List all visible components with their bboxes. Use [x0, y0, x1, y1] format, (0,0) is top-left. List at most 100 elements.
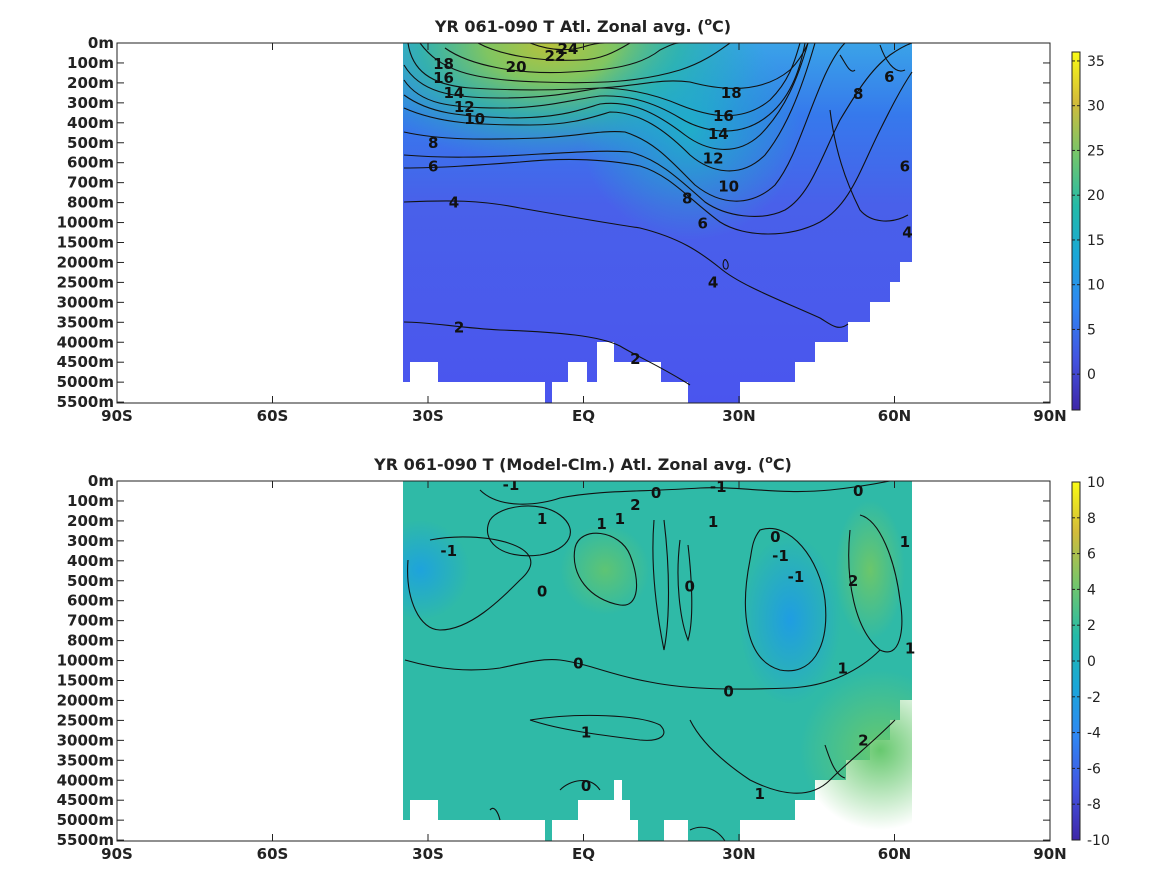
y-tick-label: 0m: [88, 472, 114, 490]
colorbar-tick-label: -2: [1087, 690, 1101, 706]
contour-label: 0: [853, 482, 863, 500]
colorbar-tick-label: 25: [1087, 143, 1105, 159]
colorbar-tick-label: 30: [1087, 99, 1105, 115]
contour-label: 22: [545, 47, 566, 65]
contour-label: 1: [615, 510, 625, 528]
x-tick-label: EQ: [572, 845, 595, 863]
x-tick-label: 90S: [101, 407, 133, 425]
colorbar-tick-label: 8: [1087, 511, 1096, 527]
colorbar-tick-label: 0: [1087, 367, 1096, 383]
contour-label: 0: [581, 777, 591, 795]
y-tick-label: 2500m: [57, 711, 114, 729]
colorbar-tick-label: 20: [1087, 188, 1105, 204]
x-tick-label: 90N: [1033, 845, 1066, 863]
contour-label: 18: [721, 84, 742, 102]
y-tick-label: 400m: [67, 114, 114, 132]
y-tick-label: 100m: [67, 492, 114, 510]
y-tick-label: 800m: [67, 194, 114, 212]
colorbar-tick-label: 2: [1087, 618, 1096, 634]
contour-label: 10: [718, 178, 739, 196]
colorbar: [1072, 52, 1080, 410]
contour-label: 6: [900, 158, 910, 176]
y-tick-label: 600m: [67, 154, 114, 172]
colorbar-tick-label: -8: [1087, 797, 1101, 813]
y-tick-label: 4000m: [57, 771, 114, 789]
contour-label: -1: [440, 542, 457, 560]
x-tick-label: 60S: [257, 407, 289, 425]
contour-label: -1: [772, 547, 789, 565]
y-tick-label: 1000m: [57, 214, 114, 232]
y-tick-label: 1000m: [57, 652, 114, 670]
contour-label: 1: [837, 660, 847, 678]
y-tick-label: 3500m: [57, 313, 114, 331]
y-tick-label: 100m: [67, 54, 114, 72]
contour-label: 1: [581, 723, 591, 741]
contour-label: 12: [454, 98, 475, 116]
y-tick-label: 3000m: [57, 731, 114, 749]
y-tick-label: 4500m: [57, 353, 114, 371]
y-tick-label: 800m: [67, 632, 114, 650]
contour-label: 0: [723, 682, 733, 700]
y-tick-label: 300m: [67, 532, 114, 550]
contour-label: 4: [708, 273, 718, 291]
y-tick-label: 200m: [67, 512, 114, 530]
contour-label: 2: [630, 496, 640, 514]
contour-label: 1: [537, 510, 547, 528]
colorbar-tick-label: -6: [1087, 761, 1101, 777]
y-tick-label: 700m: [67, 612, 114, 630]
y-tick-label: 700m: [67, 174, 114, 192]
colorbar-tick-label: 6: [1087, 547, 1096, 563]
contour-label: 10: [464, 110, 485, 128]
colorbar-tick-label: 4: [1087, 582, 1096, 598]
colorbar-tick-label: -4: [1087, 726, 1101, 742]
y-tick-label: 5000m: [57, 373, 114, 391]
y-tick-label: 2000m: [57, 253, 114, 271]
x-tick-label: 60S: [257, 845, 289, 863]
contour-label: 0: [651, 484, 661, 502]
colorbar-tick-label: 10: [1087, 278, 1105, 294]
contour-label: 24: [558, 40, 579, 58]
contour-label: 0: [770, 528, 780, 546]
contour-label: 6: [884, 68, 894, 86]
contour-label: 1: [755, 785, 765, 803]
colorbar-tick-label: -10: [1087, 833, 1110, 849]
colorbar-tick-label: 35: [1087, 54, 1105, 70]
contour-label: 14: [708, 125, 729, 143]
colorbar-tick-label: 0: [1087, 654, 1096, 670]
panel-title: YR 061-090 T (Model-Clm.) Atl. Zonal avg…: [373, 453, 792, 474]
colorbar: [1072, 482, 1080, 840]
x-tick-label: 60N: [878, 845, 911, 863]
y-tick-label: 3000m: [57, 293, 114, 311]
y-tick-label: 3500m: [57, 751, 114, 769]
x-tick-label: 30N: [722, 407, 755, 425]
y-tick-label: 5500m: [57, 393, 114, 411]
x-tick-label: 30S: [412, 845, 444, 863]
y-tick-label: 0m: [88, 34, 114, 52]
contour-label: 2: [848, 572, 858, 590]
y-tick-label: 1500m: [57, 672, 114, 690]
contour-label: 8: [428, 134, 438, 152]
y-tick-label: 2500m: [57, 273, 114, 291]
x-tick-label: 90S: [101, 845, 133, 863]
contour-label: 14: [443, 84, 464, 102]
contour-label: 8: [853, 85, 863, 103]
colorbar-tick-label: 10: [1087, 475, 1105, 491]
contour-label: 6: [697, 215, 707, 233]
contour-label: 4: [449, 194, 459, 212]
panel-temperature-bias: YR 061-090 T (Model-Clm.) Atl. Zonal avg…: [57, 453, 1110, 863]
contour-label: 18: [433, 55, 454, 73]
x-tick-label: 90N: [1033, 407, 1066, 425]
x-tick-label: 60N: [878, 407, 911, 425]
contour-label: 6: [428, 158, 438, 176]
contour-label: 16: [433, 69, 454, 87]
contour-label: 0: [537, 583, 547, 601]
contour-label: 1: [900, 533, 910, 551]
contour-label: -1: [710, 478, 727, 496]
colorbar-tick-label: 5: [1087, 322, 1096, 338]
y-tick-label: 5000m: [57, 811, 114, 829]
contour-label: 0: [573, 655, 583, 673]
contour-label: 2: [858, 731, 868, 749]
y-tick-label: 400m: [67, 552, 114, 570]
contour-label: 8: [682, 190, 692, 208]
